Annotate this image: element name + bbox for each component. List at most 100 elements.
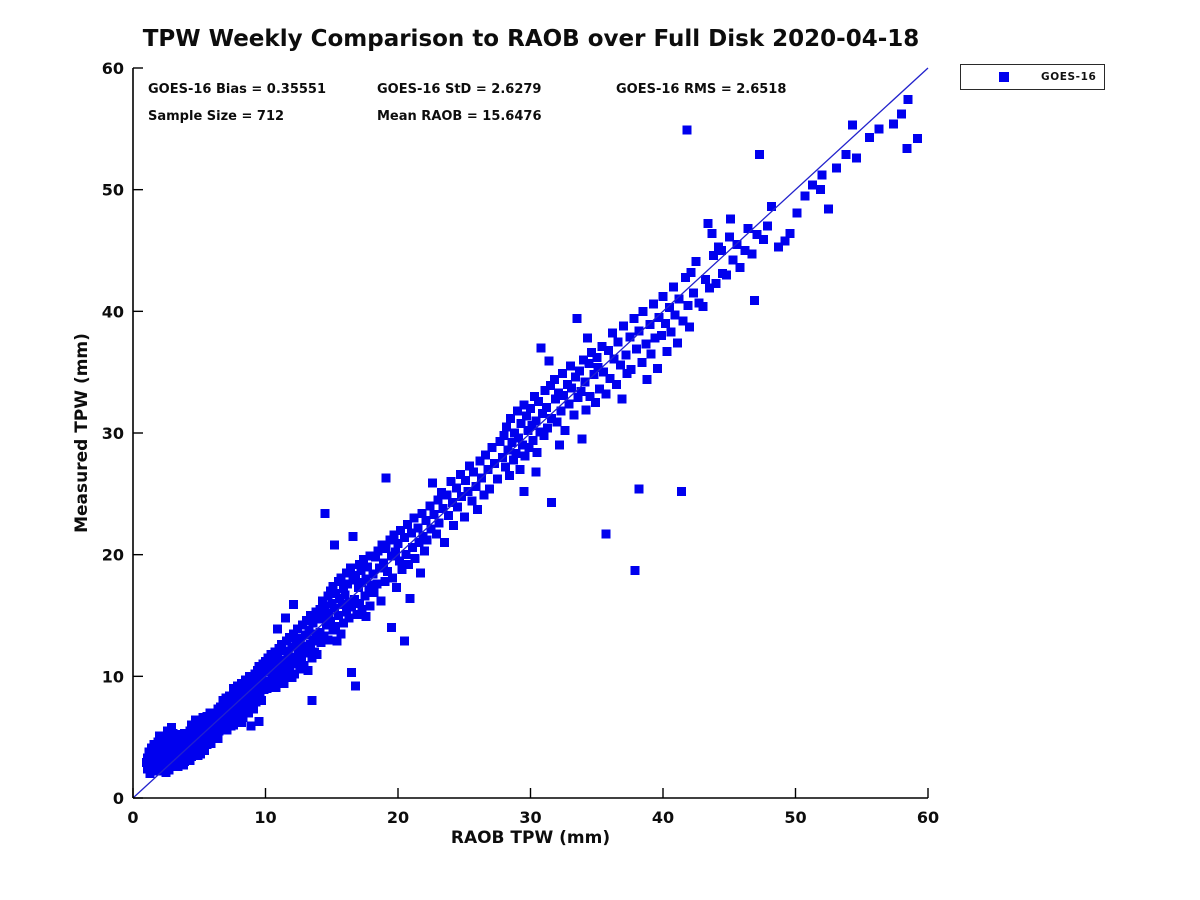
- scatter-point: [559, 390, 569, 400]
- scatter-point: [145, 769, 155, 779]
- y-tick-label: 10: [102, 667, 124, 686]
- scatter-point: [173, 761, 183, 771]
- scatter-point: [817, 170, 827, 180]
- scatter-point: [576, 387, 586, 397]
- scatter-point: [752, 230, 762, 240]
- scatter-point: [642, 374, 652, 384]
- scatter-point: [303, 665, 313, 675]
- scatter-point: [422, 535, 432, 545]
- y-tick-label: 0: [113, 789, 124, 808]
- scatter-point: [897, 109, 906, 119]
- scatter-point: [553, 388, 563, 398]
- scatter-point: [434, 518, 444, 528]
- y-tick-label: 40: [102, 302, 124, 321]
- scatter-point: [437, 488, 447, 498]
- scatter-point: [237, 718, 247, 728]
- scatter-point: [147, 743, 157, 753]
- scatter-point: [276, 640, 286, 650]
- scatter-point: [288, 629, 298, 639]
- scatter-point: [282, 671, 292, 681]
- scatter-point: [594, 384, 604, 394]
- scatter-point: [581, 405, 591, 415]
- scatter-point: [479, 490, 489, 500]
- scatter-point: [726, 214, 736, 224]
- x-tick-label: 10: [254, 808, 276, 827]
- scatter-point: [425, 501, 435, 511]
- scatter-point: [851, 153, 861, 163]
- scatter-point: [604, 345, 614, 355]
- scatter-point: [743, 224, 753, 234]
- scatter-point: [785, 228, 795, 238]
- scatter-point: [303, 645, 313, 655]
- scatter-point: [166, 722, 176, 732]
- scatter-point: [902, 143, 912, 153]
- scatter-point: [357, 604, 367, 614]
- scatter-point: [308, 635, 318, 645]
- scatter-point: [686, 267, 696, 277]
- chart-title: TPW Weekly Comparison to RAOB over Full …: [142, 26, 920, 52]
- scatter-point: [157, 763, 167, 773]
- scatter-point: [298, 620, 308, 630]
- scatter-point: [461, 475, 471, 485]
- scatter-point: [278, 663, 288, 673]
- scatter-point: [573, 393, 583, 403]
- scatter-point: [365, 601, 375, 611]
- scatter-point: [164, 737, 174, 747]
- scatter-point: [514, 433, 524, 443]
- scatter-point: [279, 679, 289, 689]
- scatter-point: [417, 508, 427, 518]
- scatter-point: [889, 119, 899, 129]
- scatter-point: [673, 338, 683, 348]
- scatter-point: [763, 221, 773, 231]
- scatter-point: [555, 440, 565, 450]
- scatter-point: [198, 713, 208, 723]
- scatter-point: [420, 546, 429, 556]
- scatter-point: [341, 568, 351, 578]
- scatter-point: [605, 373, 615, 383]
- scatter-point: [670, 310, 680, 320]
- scatter-point: [510, 428, 520, 438]
- scatter-point: [716, 246, 726, 255]
- scatter-point: [344, 613, 354, 623]
- scatter-point: [271, 682, 281, 692]
- scatter-point: [463, 486, 473, 496]
- scatter-point: [367, 580, 376, 590]
- stat-sample-size: Sample Size = 712: [148, 109, 285, 124]
- scatter-point: [703, 219, 713, 229]
- scatter-point: [396, 525, 406, 535]
- scatter-point: [352, 609, 362, 619]
- scatter-point: [732, 239, 742, 249]
- scatter-point: [400, 636, 410, 646]
- scatter-point: [157, 736, 167, 746]
- scatter-point: [268, 657, 278, 667]
- scatter-point: [180, 735, 190, 745]
- scatter-point: [532, 447, 542, 457]
- scatter-point: [577, 434, 587, 444]
- one-to-one-line: [132, 67, 929, 799]
- legend-marker-square-icon: [999, 72, 1009, 82]
- scatter-point: [353, 583, 363, 593]
- scatter-point: [443, 511, 453, 521]
- scatter-point: [483, 465, 493, 474]
- scatter-point: [708, 250, 718, 260]
- scatter-point: [249, 704, 259, 714]
- scatter-point: [590, 398, 600, 408]
- scatter-point: [155, 753, 164, 763]
- scatter-point: [539, 430, 549, 440]
- scatter-point: [601, 529, 611, 539]
- scatter-point: [579, 355, 588, 365]
- scatter-point: [662, 346, 672, 356]
- scatter-point: [429, 510, 439, 520]
- scatter-point: [847, 120, 857, 130]
- scatter-point: [298, 641, 308, 651]
- scatter-point: [507, 438, 517, 448]
- scatter-point: [388, 573, 398, 583]
- scatter-point: [473, 505, 482, 515]
- scatter-point: [393, 539, 403, 549]
- scatter-point: [498, 452, 508, 462]
- scatter-point: [519, 400, 529, 410]
- stat-bias: GOES-16 Bias = 0.35551: [148, 82, 327, 97]
- scatter-point: [502, 422, 512, 432]
- scatter-point: [292, 624, 302, 634]
- scatter-point: [487, 443, 497, 453]
